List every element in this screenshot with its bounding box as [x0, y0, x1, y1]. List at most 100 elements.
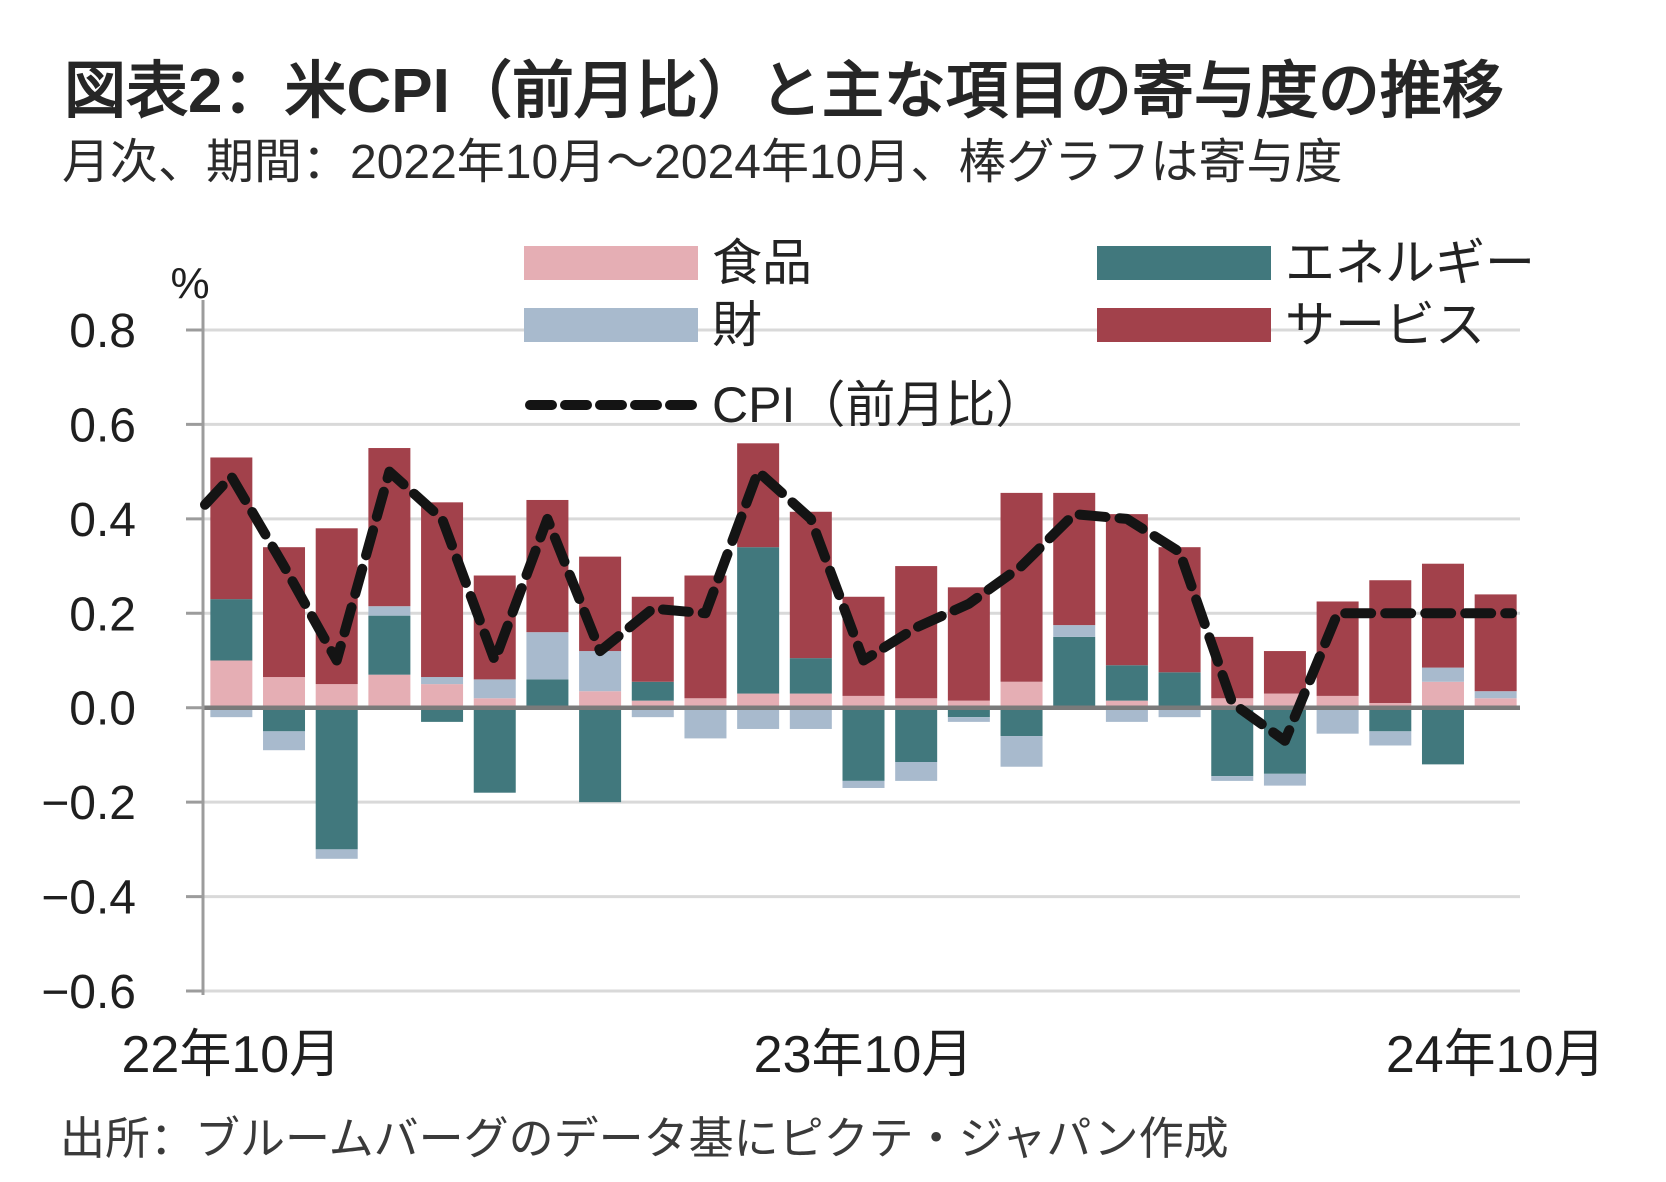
- legend-item-goods: 財: [524, 300, 1045, 350]
- bar-segment: [1000, 736, 1043, 767]
- bar-segment: [842, 780, 885, 788]
- bar-segment: [315, 849, 358, 859]
- bar-segment: [579, 651, 622, 692]
- bar-segment: [263, 731, 306, 751]
- services-swatch: [1097, 308, 1271, 342]
- legend-label-food: 食品: [712, 235, 812, 291]
- bar-segment: [737, 443, 780, 548]
- y-axis-label: −0.4: [41, 872, 136, 925]
- y-axis-label: −0.2: [41, 777, 136, 830]
- bar-segment: [1000, 492, 1043, 682]
- legend-label-goods: 財: [712, 297, 762, 353]
- bar-segment: [263, 707, 306, 732]
- bar-segment: [315, 707, 358, 850]
- bar-segment: [1000, 707, 1043, 737]
- bar-segment: [947, 717, 990, 722]
- bar-segment: [737, 547, 780, 694]
- bar-segment: [947, 707, 990, 718]
- bar-segment: [1105, 700, 1148, 708]
- y-axis-label: −0.6: [41, 966, 136, 1019]
- bar-segment: [421, 677, 464, 685]
- bar-segment: [789, 693, 832, 708]
- food-swatch: [524, 246, 698, 280]
- y-axis-label: 0.0: [69, 683, 136, 736]
- bar-segment: [368, 674, 411, 708]
- legend-label-cpi-line: CPI（前月比）: [712, 377, 1046, 433]
- bar-segment: [1158, 707, 1201, 718]
- bar-segment: [263, 677, 306, 708]
- bar-segment: [895, 762, 938, 781]
- chart-title: 図表2：米CPI（前月比）と主な項目の寄与度の推移: [64, 57, 1504, 126]
- bar-segment: [1369, 731, 1412, 746]
- y-axis-unit: %: [170, 259, 209, 308]
- bar-segment: [368, 606, 411, 616]
- bar-segment: [737, 707, 780, 729]
- bar-segment: [1263, 651, 1306, 694]
- legend-item-energy: エネルギー: [1097, 238, 1535, 288]
- bar-segment: [473, 707, 516, 793]
- legend-item-food: 食品: [524, 238, 1045, 288]
- cpi-line: [200, 466, 1517, 746]
- bar-segment: [947, 700, 990, 708]
- bar-segment: [1053, 636, 1096, 708]
- bar-segment: [1369, 580, 1412, 703]
- bar-segment: [684, 707, 727, 739]
- y-axis-label: 0.8: [69, 305, 136, 358]
- x-axis-label: 22年10月: [121, 1026, 341, 1084]
- bar-segment: [631, 681, 674, 701]
- bar-segment: [1369, 702, 1412, 708]
- bar-segment: [1421, 681, 1464, 708]
- chart-subtitle: 月次、期間：2022年10月～2024年10月、棒グラフは寄与度: [62, 136, 1343, 189]
- bar-segment: [368, 615, 411, 675]
- bar-segment: [1211, 776, 1254, 781]
- bar-segment: [526, 632, 569, 680]
- y-axis-label: 0.6: [69, 399, 136, 452]
- y-axis-label: 0.2: [69, 588, 136, 641]
- bar-segment: [1421, 667, 1464, 682]
- bar-segment: [579, 691, 622, 708]
- bar-segment: [1105, 665, 1148, 701]
- bar-segment: [1158, 547, 1201, 673]
- bar-segment: [1421, 707, 1464, 765]
- bar-segment: [210, 660, 253, 708]
- bar-segment: [579, 707, 622, 803]
- source-note: 出所：ブルームバーグのデータ基にピクテ・ジャパン作成: [60, 1113, 1229, 1164]
- bar-segment: [315, 684, 358, 708]
- goods-swatch: [524, 308, 698, 342]
- bar-segment: [421, 707, 464, 722]
- bar-segment: [789, 511, 832, 659]
- bar-segment: [1316, 707, 1359, 734]
- bar-segment: [789, 707, 832, 729]
- bar-segment: [473, 698, 516, 708]
- bar-segment: [842, 695, 885, 708]
- bar-segment: [210, 599, 253, 661]
- legend-column-1: 食品財 CPI（前月比）: [524, 238, 1045, 430]
- bar-segment: [789, 658, 832, 694]
- bar-segment: [895, 707, 938, 763]
- bar-segment: [631, 707, 674, 718]
- bar-segment: [210, 707, 253, 718]
- cpi-dash-sample: [525, 400, 698, 410]
- bar-segment: [1316, 695, 1359, 708]
- bar-segment: [1474, 691, 1517, 699]
- legend-label-energy: エネルギー: [1285, 235, 1535, 291]
- bar-segment: [1105, 707, 1148, 722]
- bar-segment: [631, 700, 674, 708]
- bar-segment: [1105, 514, 1148, 666]
- bar-segment: [526, 679, 569, 708]
- bar-segment: [1000, 681, 1043, 708]
- bar-segment: [473, 679, 516, 699]
- legend-item-services: サービス: [1097, 300, 1535, 350]
- bar-segment: [1158, 672, 1201, 708]
- legend-item-cpi-line: CPI（前月比）: [524, 380, 1045, 430]
- bar-segment: [684, 575, 727, 699]
- bar-segment: [421, 684, 464, 708]
- bar-segment: [684, 698, 727, 708]
- bar-segment: [895, 698, 938, 708]
- y-axis-label: 0.4: [69, 494, 136, 547]
- bar-segment: [1053, 625, 1096, 637]
- bar-segment: [842, 707, 885, 781]
- bar-segment: [1369, 707, 1412, 732]
